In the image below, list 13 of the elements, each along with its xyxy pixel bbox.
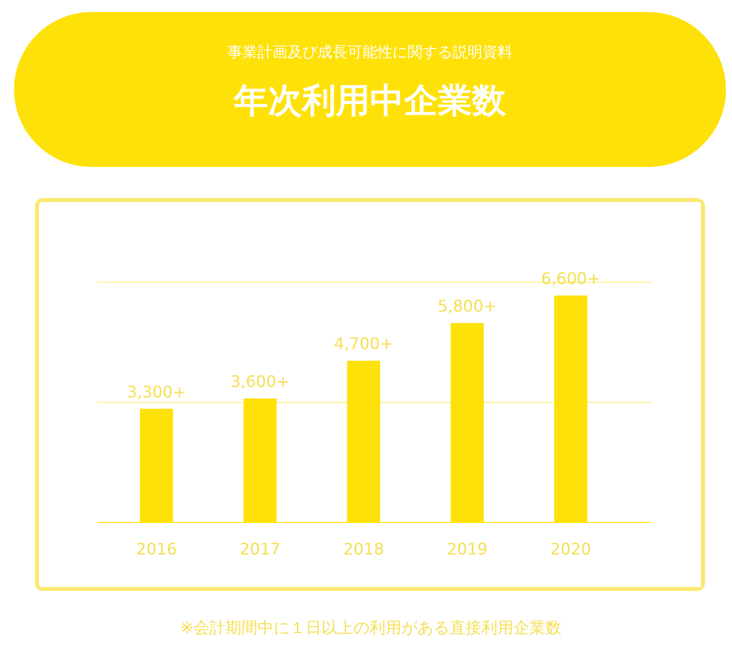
data-label: 4,700+ xyxy=(334,334,394,354)
text: ※会計期間中に１日以上の利用がある直接利用企業数 xyxy=(180,617,562,639)
data-label: 5,800+ xyxy=(438,296,497,316)
x-tick-label: 2016 xyxy=(136,540,177,558)
x-tick-label: 2020 xyxy=(550,540,592,558)
x-tick-label: 2018 xyxy=(343,540,384,558)
chart-title: 年次利用中企業数 xyxy=(232,80,507,124)
data-label: 6,600+ xyxy=(541,269,600,288)
x-tick-label: 2017 xyxy=(240,540,280,558)
x-tick-label: 2019 xyxy=(446,540,488,558)
chart-subtitle: 事業計画及び成長可能性に関する説明資料 xyxy=(228,42,512,63)
data-label: 3,300+ xyxy=(126,382,186,402)
data-label: 3,600+ xyxy=(230,372,290,391)
